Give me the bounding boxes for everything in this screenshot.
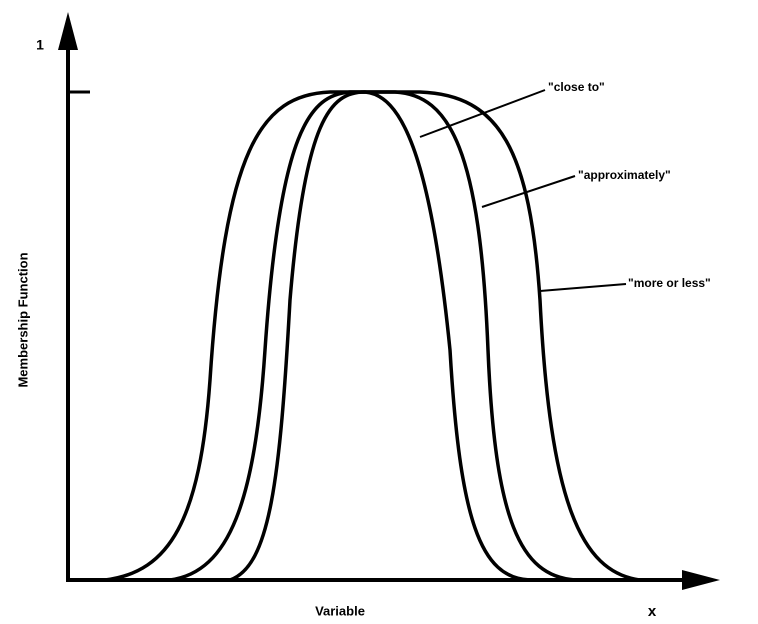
y-axis-arrow xyxy=(58,12,78,50)
x-axis-label: Variable xyxy=(315,603,365,618)
curve-label: "more or less" xyxy=(628,276,711,290)
leader-line xyxy=(419,89,546,138)
curve-approximately xyxy=(169,90,576,582)
curve-label: "close to" xyxy=(548,80,605,94)
curve-more-or-less xyxy=(104,90,641,582)
y-axis-label: Membership Function xyxy=(15,252,30,387)
curve-label: "approximately" xyxy=(578,168,671,182)
x-axis-arrow xyxy=(682,570,720,590)
x-axis-symbol: x xyxy=(648,603,657,620)
curve-close-to xyxy=(229,90,531,582)
unit-label: 1 xyxy=(36,37,44,53)
leader-line xyxy=(481,175,576,208)
leader-line xyxy=(539,283,627,292)
